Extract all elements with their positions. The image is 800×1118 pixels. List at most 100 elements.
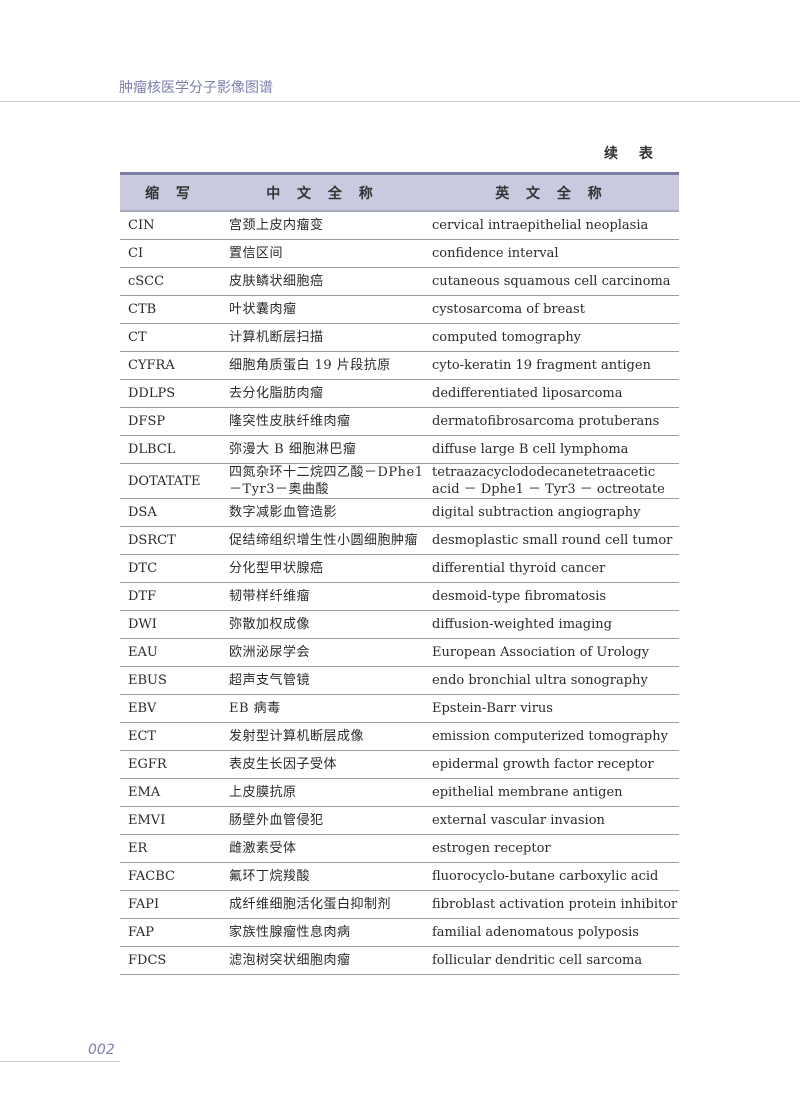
english-cell: fluorocyclo-butane carboxylic acid xyxy=(424,862,679,891)
chinese-cell: 去分化脂肪肉瘤 xyxy=(221,379,424,408)
table-row: CI 置信区间 confidence interval xyxy=(120,239,679,268)
abbr-cell: CTB xyxy=(120,295,221,324)
chinese-cell: 细胞角质蛋白 19 片段抗原 xyxy=(221,351,424,380)
chinese-cell: 韧带样纤维瘤 xyxy=(221,582,424,611)
english-cell: diffuse large B cell lymphoma xyxy=(424,435,679,464)
abbr-cell: DFSP xyxy=(120,407,221,436)
abbr-cell: CI xyxy=(120,239,221,268)
table-row: EBV EB 病毒 Epstein-Barr virus xyxy=(120,694,679,723)
english-cell: emission computerized tomography xyxy=(424,722,679,751)
chinese-cell: 宫颈上皮内瘤变 xyxy=(221,211,424,240)
column-header-chinese: 中 文 全 称 xyxy=(221,172,424,212)
english-cell: epithelial membrane antigen xyxy=(424,778,679,807)
table-row: DWI 弥散加权成像 diffusion-weighted imaging xyxy=(120,610,679,639)
abbr-cell: DSRCT xyxy=(120,526,221,555)
abbr-cell: CT xyxy=(120,323,221,352)
english-cell: cervical intraepithelial neoplasia xyxy=(424,211,679,240)
footer-divider xyxy=(0,1061,120,1062)
chinese-cell: 氟环丁烷羧酸 xyxy=(221,862,424,891)
english-cell: cutaneous squamous cell carcinoma xyxy=(424,267,679,296)
table-row: DFSP 隆突性皮肤纤维肉瘤 dermatofibrosarcoma protube… xyxy=(120,407,679,436)
chinese-cell: 计算机断层扫描 xyxy=(221,323,424,352)
header-divider xyxy=(0,101,800,102)
english-cell: epidermal growth factor receptor xyxy=(424,750,679,779)
abbr-cell: DTF xyxy=(120,582,221,611)
abbr-cell: ECT xyxy=(120,722,221,751)
abbr-cell: DOTATATE xyxy=(120,463,221,499)
english-cell: estrogen receptor xyxy=(424,834,679,863)
english-cell: diffusion-weighted imaging xyxy=(424,610,679,639)
table-row: ER 雌激素受体 estrogen receptor xyxy=(120,834,679,863)
chinese-cell: 促结缔组织增生性小圆细胞肿瘤 xyxy=(221,526,424,555)
chinese-cell: 皮肤鳞状细胞癌 xyxy=(221,267,424,296)
chinese-cell: 置信区间 xyxy=(221,239,424,268)
abbr-cell: EAU xyxy=(120,638,221,667)
table-row: CYFRA 细胞角质蛋白 19 片段抗原 cyto-keratin 19 fragm… xyxy=(120,351,679,380)
continued-label: 续 表 xyxy=(604,146,661,162)
chinese-cell: 上皮膜抗原 xyxy=(221,778,424,807)
abbr-cell: ER xyxy=(120,834,221,863)
chinese-cell: 弥漫大 B 细胞淋巴瘤 xyxy=(221,435,424,464)
abbr-cell: DDLPS xyxy=(120,379,221,408)
chinese-cell: 家族性腺瘤性息肉病 xyxy=(221,918,424,947)
abbr-cell: DWI xyxy=(120,610,221,639)
table-row: EGFR 表皮生长因子受体 epidermal growth factor rece… xyxy=(120,750,679,779)
english-cell: endo bronchial ultra sonography xyxy=(424,666,679,695)
table-row: ECT 发射型计算机断层成像 emission computerized tomog… xyxy=(120,722,679,751)
chinese-cell: 欧洲泌尿学会 xyxy=(221,638,424,667)
table-row: FAPI 成纤维细胞活化蛋白抑制剂 fibroblast activation pr… xyxy=(120,890,679,919)
table-header-row: 缩 写 中 文 全 称 英 文 全 称 xyxy=(120,172,679,212)
abbr-cell: CYFRA xyxy=(120,351,221,380)
english-cell: differential thyroid cancer xyxy=(424,554,679,583)
abbr-cell: DSA xyxy=(120,498,221,527)
table-row: DDLPS 去分化脂肪肉瘤 dedifferentiated liposarcoma xyxy=(120,379,679,408)
english-cell: computed tomography xyxy=(424,323,679,352)
english-cell: tetraazacyclododecanetetraacetic acid － … xyxy=(424,463,679,499)
table-row: DLBCL 弥漫大 B 细胞淋巴瘤 diffuse large B cell lym… xyxy=(120,435,679,464)
chinese-cell: 数字减影血管造影 xyxy=(221,498,424,527)
abbr-cell: cSCC xyxy=(120,267,221,296)
chinese-cell: 肠壁外血管侵犯 xyxy=(221,806,424,835)
table-row: DOTATATE 四氮杂环十二烷四乙酸－DPhe1－Tyr3－奥曲酸 tetraaz… xyxy=(120,463,679,499)
table-row: DSA 数字减影血管造影 digital subtraction angiograp… xyxy=(120,498,679,527)
chinese-cell: EB 病毒 xyxy=(221,694,424,723)
abbr-cell: CIN xyxy=(120,211,221,240)
column-header-english: 英 文 全 称 xyxy=(424,172,679,212)
chinese-cell: 弥散加权成像 xyxy=(221,610,424,639)
english-cell: cystosarcoma of breast xyxy=(424,295,679,324)
english-cell: desmoplastic small round cell tumor xyxy=(424,526,679,555)
table-row: CTB 叶状囊肉瘤 cystosarcoma of breast xyxy=(120,295,679,324)
english-cell: Epstein-Barr virus xyxy=(424,694,679,723)
abbr-cell: DLBCL xyxy=(120,435,221,464)
chinese-cell: 四氮杂环十二烷四乙酸－DPhe1－Tyr3－奥曲酸 xyxy=(221,463,424,499)
abbr-cell: EBV xyxy=(120,694,221,723)
english-cell: desmoid-type fibromatosis xyxy=(424,582,679,611)
abbr-cell: FAPI xyxy=(120,890,221,919)
table-row: DTF 韧带样纤维瘤 desmoid-type fibromatosis xyxy=(120,582,679,611)
english-cell: fibroblast activation protein inhibitor xyxy=(424,890,679,919)
table-row: CIN 宫颈上皮内瘤变 cervical intraepithelial neopl… xyxy=(120,211,679,240)
table-row: CT 计算机断层扫描 computed tomography xyxy=(120,323,679,352)
page-number: 002 xyxy=(88,1042,115,1058)
english-cell: European Association of Urology xyxy=(424,638,679,667)
english-cell: familial adenomatous polyposis xyxy=(424,918,679,947)
abbr-cell: EBUS xyxy=(120,666,221,695)
chinese-cell: 滤泡树突状细胞肉瘤 xyxy=(221,946,424,975)
english-cell: confidence interval xyxy=(424,239,679,268)
chinese-cell: 雌激素受体 xyxy=(221,834,424,863)
english-cell: dermatofibrosarcoma protuberans xyxy=(424,407,679,436)
english-cell: cyto-keratin 19 fragment antigen xyxy=(424,351,679,380)
table-row: FAP 家族性腺瘤性息肉病 familial adenomatous polypos… xyxy=(120,918,679,947)
abbr-cell: EMVI xyxy=(120,806,221,835)
table-row: EAU 欧洲泌尿学会 European Association of Urology xyxy=(120,638,679,667)
table-row: FDCS 滤泡树突状细胞肉瘤 follicular dendritic cell s… xyxy=(120,946,679,975)
abbr-cell: EMA xyxy=(120,778,221,807)
chinese-cell: 成纤维细胞活化蛋白抑制剂 xyxy=(221,890,424,919)
english-cell: digital subtraction angiography xyxy=(424,498,679,527)
chinese-cell: 隆突性皮肤纤维肉瘤 xyxy=(221,407,424,436)
abbr-cell: EGFR xyxy=(120,750,221,779)
table-row: EMVI 肠壁外血管侵犯 external vascular invasion xyxy=(120,806,679,835)
running-title: 肿瘤核医学分子影像图谱 xyxy=(119,80,273,96)
chinese-cell: 分化型甲状腺癌 xyxy=(221,554,424,583)
